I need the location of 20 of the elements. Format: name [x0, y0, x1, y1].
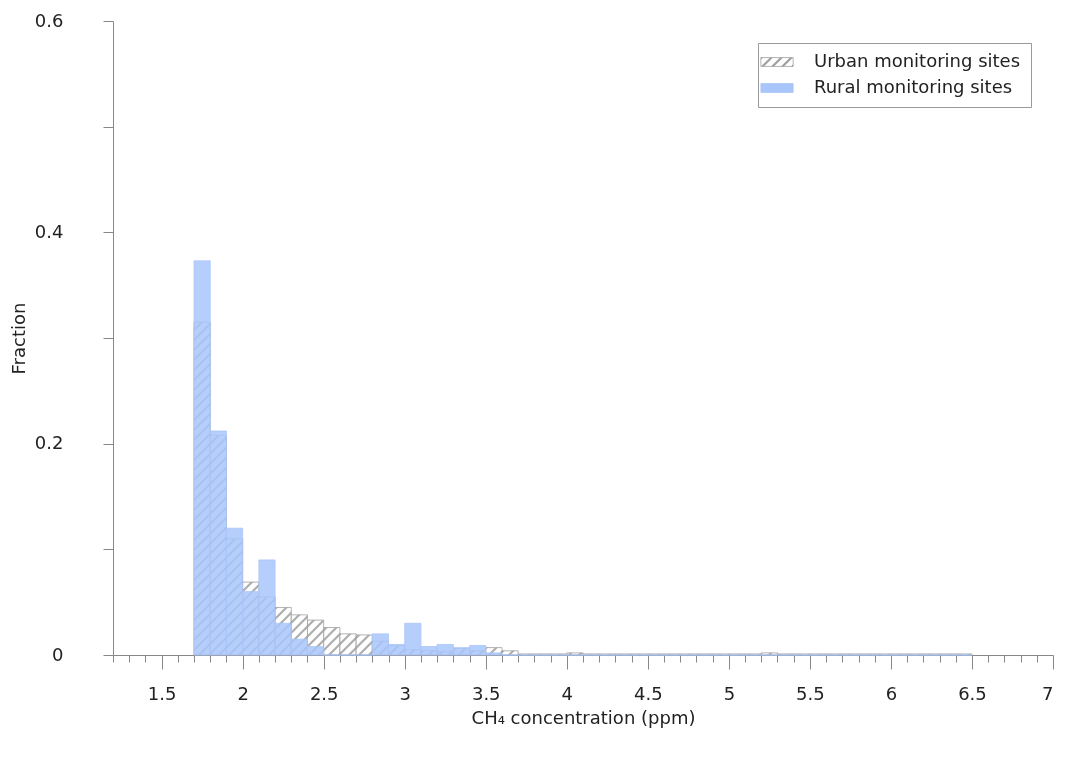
x-tick-label: 3.5 — [471, 682, 501, 704]
y-tick-label: 0.6 — [34, 9, 64, 31]
x-tick-label: 5 — [723, 682, 736, 704]
x-tick-label: 6.5 — [958, 682, 987, 704]
y-axis-title: Fraction — [7, 302, 29, 375]
x-tick-label: 7 — [1042, 682, 1054, 704]
y-tick-label: 0.2 — [34, 432, 64, 454]
y-tick-label: 0 — [52, 643, 64, 665]
x-tick-label: 2 — [237, 682, 249, 704]
x-tick-label: 4 — [561, 682, 574, 704]
x-tick-label: 3 — [399, 682, 411, 704]
x-tick-label: 6 — [885, 682, 898, 704]
x-tick-label: 5.5 — [796, 682, 825, 704]
x-tick-label: 4.5 — [634, 682, 663, 704]
y-tick-label: 0.4 — [34, 220, 64, 242]
x-tick-label: 2.5 — [309, 682, 339, 704]
legend-label: Urban monitoring sites — [814, 50, 1021, 71]
x-axis-title: CH₄ concentration (ppm) — [471, 706, 696, 728]
legend-label: Rural monitoring sites — [814, 76, 1013, 97]
x-tick-label: 1.5 — [147, 682, 177, 704]
